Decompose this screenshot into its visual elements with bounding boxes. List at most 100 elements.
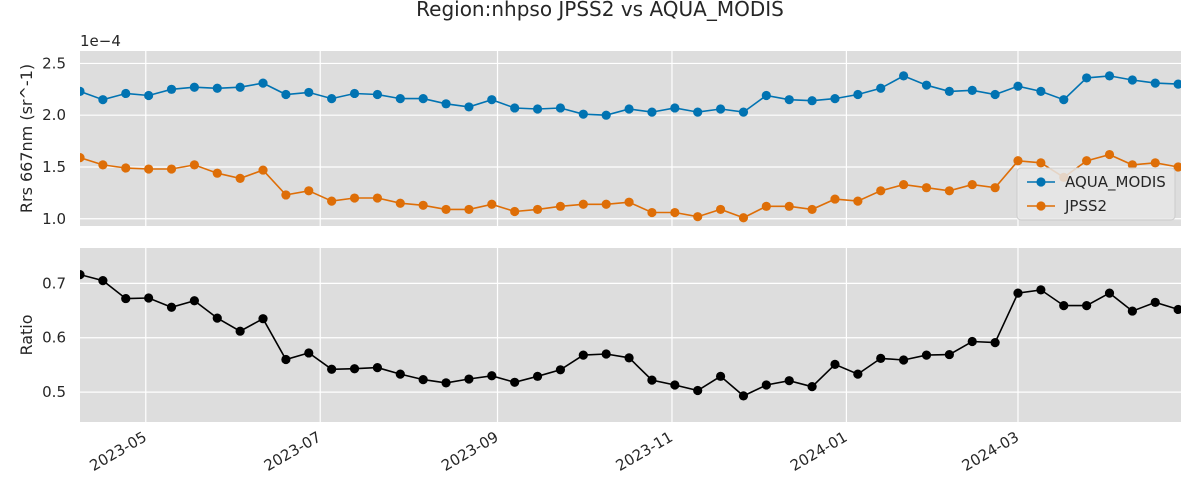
bottom-point-0 [121,293,131,304]
top-point-0 [418,94,428,104]
bottom-point-0 [281,354,291,365]
top-point-0 [121,88,131,99]
bottom-point-0 [349,364,360,374]
bottom-point-0 [189,296,199,306]
legend-label: JPSS2 [1064,197,1107,215]
x-tick-label: 2024-01 [787,428,850,475]
top-point-0 [1013,81,1023,91]
top-point-0 [1059,95,1069,105]
bottom-grid [80,248,1181,422]
top-point-1 [349,193,360,203]
top-point-0 [281,89,291,100]
top-point-1 [761,201,771,211]
top-point-1 [487,199,497,209]
top-y-axis-label: Rrs 667nm (sr^-1) [17,64,36,213]
bottom-point-0 [1082,301,1092,311]
top-point-1 [624,197,634,207]
bottom-point-0 [784,376,794,386]
top-point-0 [693,107,703,117]
bottom-point-0 [670,380,680,390]
bottom-point-0 [647,375,657,385]
top-point-0 [80,86,85,96]
top-point-0 [487,95,497,105]
top-point-1 [807,204,817,215]
bottom-point-0 [921,350,932,360]
top-point-1 [555,201,566,211]
top-point-1 [510,206,520,217]
bottom-point-0 [1150,297,1160,307]
top-y-tick-label: 1.5 [42,158,66,176]
bottom-point-0 [807,382,817,392]
top-point-0 [510,103,520,113]
top-point-0 [555,103,566,113]
top-point-1 [601,199,611,209]
bottom-point-0 [624,353,634,363]
top-point-1 [738,213,749,223]
top-point-0 [601,110,611,120]
x-tick-label: 2023-05 [86,428,149,475]
top-point-0 [853,89,863,100]
top-point-1 [1173,162,1181,172]
top-point-0 [830,94,840,104]
top-point-0 [990,89,1000,100]
top-point-0 [235,82,245,92]
top-point-0 [166,84,177,94]
top-point-1 [532,204,543,215]
top-point-0 [761,90,771,101]
x-tick-label: 2023-07 [261,428,324,475]
bottom-point-0 [395,369,405,379]
top-point-0 [144,90,154,101]
bottom-point-0 [967,336,977,347]
chart-title: Region:nhpso JPSS2 vs AQUA_MODIS [416,0,784,21]
bottom-point-0 [464,374,474,384]
top-point-1 [693,212,703,222]
top-point-1 [121,163,131,173]
top-point-0 [944,86,954,96]
bottom-point-0 [555,365,566,375]
top-point-1 [1082,156,1092,166]
bottom-point-0 [738,391,749,401]
top-point-1 [967,179,977,190]
top-point-1 [647,207,657,218]
bottom-plot-area [80,248,1181,422]
bottom-point-0 [80,270,85,280]
bottom-point-0 [990,338,1000,348]
top-y-tick-label: 2.5 [42,54,66,72]
bottom-point-0 [487,371,497,381]
top-y-offset-label: 1e−4 [80,32,121,50]
top-point-0 [967,85,977,95]
bottom-point-0 [510,377,520,387]
top-point-1 [784,201,794,211]
top-point-0 [395,94,405,104]
x-tick-label: 2024-03 [959,428,1022,475]
top-point-1 [441,204,451,215]
top-point-0 [670,103,680,113]
bottom-point-0 [830,359,840,369]
top-point-1 [1013,156,1023,166]
bottom-point-0 [166,302,177,312]
top-point-1 [80,153,85,163]
bottom-point-0 [693,385,703,396]
bottom-panel: 0.50.60.7 Ratio 2023-05 2023-07 2023-09 202… [17,248,1181,475]
top-point-0 [715,104,726,114]
top-point-1 [304,186,314,196]
top-point-1 [1036,158,1046,168]
top-point-0 [1150,78,1160,88]
top-point-0 [189,82,199,92]
top-point-0 [349,88,360,99]
legend-box [1016,167,1176,221]
bottom-point-0 [1013,288,1023,298]
bottom-y-tick-label: 0.7 [42,274,66,292]
top-point-0 [1082,73,1092,83]
top-point-1 [670,207,680,218]
bottom-point-0 [144,293,154,303]
bottom-point-0 [235,326,245,336]
bottom-point-0 [98,276,108,286]
top-point-1 [1104,149,1115,160]
bottom-point-0 [715,371,726,381]
top-point-1 [189,160,199,170]
bottom-y-tick-label: 0.5 [42,383,66,401]
bottom-point-0 [899,355,909,365]
x-ticks: 2023-05 2023-07 2023-09 2023-11 2024-01 2024-… [86,428,1022,475]
top-point-1 [853,196,863,206]
